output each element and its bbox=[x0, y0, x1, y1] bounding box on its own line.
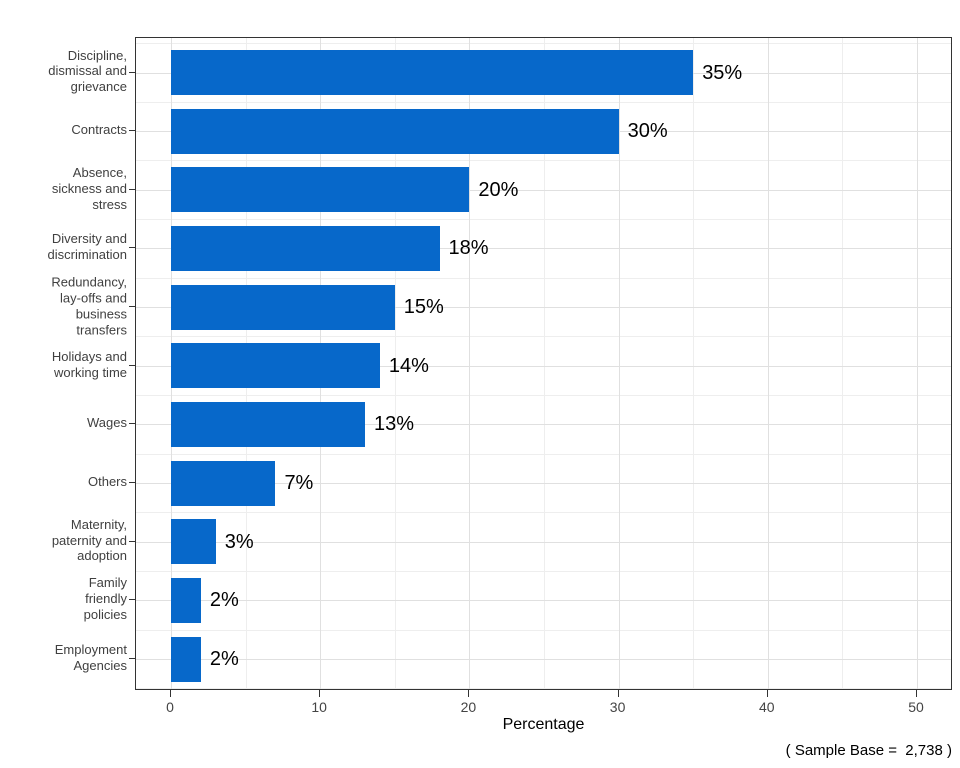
y-axis-category-label: Maternity, paternity and adoption bbox=[51, 516, 127, 564]
gridline-vertical-minor bbox=[693, 38, 695, 689]
gridline-vertical-major bbox=[767, 38, 769, 689]
bar-value-label: 18% bbox=[448, 237, 489, 260]
gridline-horizontal-minor bbox=[136, 453, 951, 455]
gridline-horizontal-minor bbox=[136, 277, 951, 279]
gridline-vertical-major bbox=[618, 38, 620, 689]
bar-value-label: 30% bbox=[627, 120, 668, 143]
gridline-horizontal-major bbox=[136, 659, 951, 661]
bar bbox=[171, 343, 380, 389]
gridline-horizontal-major bbox=[136, 424, 951, 426]
y-axis-category-label: Diversity and discrimination bbox=[47, 231, 127, 263]
gridline-vertical-minor bbox=[544, 38, 545, 689]
x-axis-tick-mark bbox=[170, 690, 171, 697]
y-axis-category-label: Contracts bbox=[71, 122, 127, 138]
x-axis-tick-mark bbox=[319, 690, 321, 697]
bar-value-label: 3% bbox=[224, 530, 254, 553]
gridline-horizontal-minor bbox=[136, 43, 951, 45]
x-axis-tick-mark bbox=[766, 690, 768, 697]
gridline-horizontal-minor bbox=[136, 395, 951, 397]
y-axis-category-label: Others bbox=[87, 474, 127, 490]
bar-value-label: 15% bbox=[403, 296, 444, 319]
y-axis-tick-mark bbox=[129, 306, 135, 308]
gridline-vertical-minor bbox=[394, 38, 396, 689]
bar-value-label: 20% bbox=[478, 178, 519, 201]
y-axis-category-label: Absence, sickness and stress bbox=[51, 165, 127, 212]
bar bbox=[171, 225, 440, 271]
gridline-horizontal-major bbox=[136, 365, 951, 367]
bar bbox=[171, 519, 216, 565]
x-axis-tick-label: 0 bbox=[166, 699, 174, 715]
y-axis-tick-mark bbox=[129, 247, 135, 249]
bar bbox=[171, 50, 694, 95]
bar bbox=[171, 460, 276, 506]
y-axis-tick-mark bbox=[129, 130, 135, 132]
y-axis-tick-mark bbox=[129, 599, 135, 601]
x-axis-tick-label: 30 bbox=[609, 699, 626, 715]
gridline-horizontal-minor bbox=[136, 571, 951, 573]
bar bbox=[171, 167, 470, 213]
gridline-horizontal-minor bbox=[136, 512, 951, 514]
y-axis-category-label: Holidays and working time bbox=[51, 348, 127, 380]
bar bbox=[171, 108, 619, 154]
gridline-vertical-minor bbox=[842, 38, 844, 689]
bar-value-label: 14% bbox=[388, 354, 429, 377]
y-axis-tick-mark bbox=[129, 71, 135, 73]
x-axis-title: Percentage bbox=[502, 716, 585, 733]
gridline-horizontal-minor bbox=[136, 219, 951, 221]
y-axis-tick-mark bbox=[129, 364, 135, 366]
bar-value-label: 13% bbox=[373, 413, 414, 436]
x-axis-tick-label: 10 bbox=[311, 699, 327, 715]
gridline-vertical-major bbox=[469, 38, 471, 689]
bar bbox=[171, 284, 395, 330]
bar bbox=[171, 577, 201, 623]
gridline-horizontal-major bbox=[136, 483, 951, 485]
x-axis-tick-label: 20 bbox=[460, 699, 477, 715]
gridline-horizontal-major bbox=[136, 189, 951, 191]
bar-value-label: 2% bbox=[209, 648, 239, 671]
bar bbox=[171, 401, 365, 447]
gridline-horizontal-major bbox=[136, 541, 951, 543]
y-axis-category-label: Employment Agencies bbox=[54, 642, 127, 674]
x-axis-tick-mark bbox=[468, 690, 470, 697]
y-axis-tick-mark bbox=[129, 658, 135, 660]
gridline-horizontal-minor bbox=[136, 160, 951, 162]
bar-value-label: 7% bbox=[284, 472, 314, 495]
sample-base-note: ( Sample Base = 2,738 ) bbox=[785, 742, 952, 759]
bar bbox=[171, 636, 201, 682]
gridline-horizontal-minor bbox=[136, 101, 951, 103]
x-axis-tick-mark bbox=[617, 690, 619, 697]
chart-panel: 35% 30% 20% 18% 15% 14% 13% 7% 3% 2% 2% bbox=[135, 37, 952, 690]
gridline-horizontal-minor bbox=[136, 629, 951, 631]
bar-value-label: 2% bbox=[209, 589, 239, 612]
gridline-horizontal-major bbox=[136, 307, 951, 309]
x-axis-tick-mark bbox=[916, 690, 917, 697]
bar-value-label: 35% bbox=[702, 61, 743, 84]
x-axis-tick-label: 40 bbox=[759, 699, 775, 715]
gridline-horizontal-minor bbox=[136, 688, 951, 689]
y-axis-category-label: Wages bbox=[87, 415, 127, 431]
y-axis-tick-mark bbox=[129, 482, 135, 484]
y-axis-tick-mark bbox=[129, 188, 135, 190]
x-axis-tick-label: 50 bbox=[908, 699, 924, 715]
y-axis-category-label: Discipline, dismissal and grievance bbox=[48, 47, 127, 95]
gridline-horizontal-major bbox=[136, 600, 951, 602]
y-axis-tick-mark bbox=[129, 540, 135, 542]
gridline-horizontal-minor bbox=[136, 336, 951, 338]
y-axis-tick-mark bbox=[129, 423, 135, 425]
gridline-vertical-major bbox=[917, 38, 918, 689]
gridline-horizontal-major bbox=[136, 248, 951, 250]
y-axis-category-label: Redundancy, lay-offs and business transf… bbox=[51, 274, 127, 337]
y-axis-category-label: Family friendly policies bbox=[83, 575, 127, 623]
